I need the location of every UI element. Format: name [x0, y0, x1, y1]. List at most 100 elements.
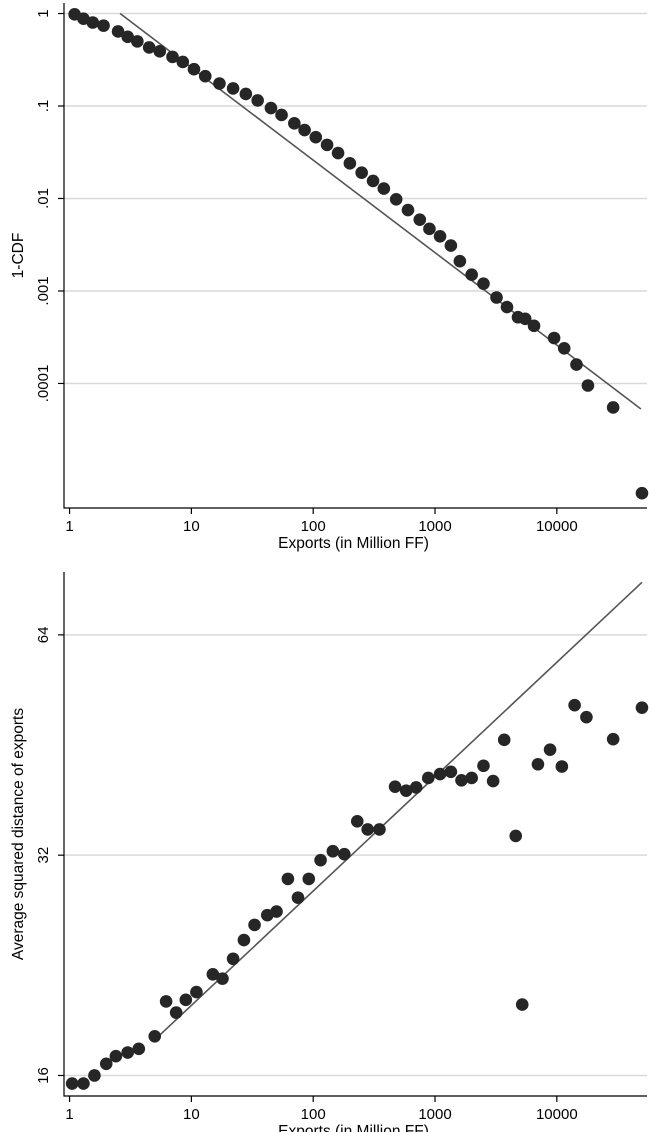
survival-chart-y-tick-label: .001 — [35, 276, 52, 305]
survival-chart-x-tick-label: 100 — [301, 518, 326, 535]
distance-chart-point — [444, 765, 458, 779]
survival-chart-point — [433, 230, 447, 243]
survival-chart-point — [251, 94, 264, 107]
survival-chart-point — [111, 25, 125, 38]
distance-chart-point — [109, 1049, 123, 1063]
distance-chart-point — [337, 847, 351, 861]
distance-chart-point — [543, 743, 557, 756]
distance-chart-y-tick-label: 32 — [35, 847, 52, 864]
survival-chart-x-tick-label: 1 — [65, 518, 73, 535]
survival-chart-y-ticks: 1 .1 .01 .001 .0001 — [35, 9, 64, 402]
survival-chart-point — [453, 254, 467, 268]
survival-chart-point — [97, 19, 110, 32]
distance-chart-point — [159, 995, 173, 1008]
survival-chart-point — [490, 291, 503, 304]
survival-chart-point — [343, 157, 357, 170]
survival-chart-points — [68, 8, 649, 500]
distance-chart-point — [179, 993, 193, 1007]
distance-chart-point — [291, 891, 305, 904]
survival-chart-point — [557, 341, 571, 355]
distance-chart-point — [226, 952, 240, 966]
survival-chart-x-ticks: 1 10 100 1000 10000 — [65, 508, 578, 535]
survival-chart-point — [153, 45, 167, 58]
distance-chart-point — [433, 767, 447, 781]
distance-chart-point — [421, 771, 435, 785]
distance-chart-x-tick-label: 10000 — [536, 1106, 578, 1123]
survival-chart-point — [121, 30, 134, 44]
distance-chart-fit-line — [154, 581, 643, 1041]
survival-chart-point — [198, 69, 212, 83]
distance-chart-y-ticks: 16 32 64 — [35, 627, 64, 1084]
distance-chart-y-tick-label: 64 — [35, 627, 52, 644]
survival-chart-point — [635, 486, 649, 500]
distance-chart-point — [509, 829, 523, 843]
survival-chart-point — [355, 166, 368, 180]
distance-chart-x-axis-label: Exports (in Million FF) — [278, 1123, 429, 1132]
survival-chart-y-tick-label: .1 — [35, 100, 52, 113]
survival-chart-point — [581, 379, 595, 392]
distance-chart-panel: 1 10 100 1000 10000 16 32 64 Exports (in Milli… — [10, 572, 649, 1132]
distance-chart-point — [409, 781, 423, 794]
distance-chart-point — [531, 757, 545, 771]
survival-chart-point — [500, 300, 514, 314]
distance-chart-point — [169, 1006, 183, 1019]
survival-chart-point — [275, 108, 288, 122]
survival-chart-point — [389, 193, 403, 206]
survival-chart-y-tick-label: .01 — [35, 188, 52, 209]
survival-chart-y-tick-label: .0001 — [35, 365, 52, 403]
distance-chart-point — [399, 784, 413, 797]
survival-chart-point — [213, 77, 226, 90]
distance-chart-point — [148, 1029, 162, 1043]
distance-chart-point — [388, 780, 402, 793]
distance-chart-point — [77, 1077, 90, 1090]
survival-chart-point — [606, 401, 620, 414]
distance-chart-point — [237, 933, 251, 947]
distance-chart-point — [606, 732, 620, 746]
survival-chart-point — [444, 239, 458, 252]
distance-chart-point — [635, 701, 649, 714]
distance-chart-point — [132, 1042, 146, 1056]
distance-chart-point — [497, 733, 511, 747]
survival-chart-point — [142, 41, 156, 54]
survival-chart-point — [377, 182, 391, 195]
distance-chart-point — [216, 972, 229, 985]
distance-chart-point — [65, 1077, 79, 1090]
survival-chart-point — [309, 130, 323, 144]
survival-chart-point — [547, 331, 561, 345]
distance-chart-y-axis-label: Average squared distance of exports — [10, 708, 27, 960]
survival-chart-gridlines — [64, 12, 647, 385]
distance-chart-point — [515, 998, 529, 1011]
survival-chart-point — [366, 174, 380, 188]
survival-chart-point — [264, 101, 278, 115]
distance-chart-point — [465, 771, 478, 785]
survival-chart-point — [331, 146, 345, 160]
survival-chart-point — [187, 62, 201, 76]
distance-chart-axes — [63, 572, 647, 1097]
distance-chart-x-tick-label: 10 — [183, 1106, 200, 1123]
distance-chart-point — [206, 967, 220, 981]
survival-chart-point — [298, 123, 311, 137]
distance-chart-point — [270, 905, 283, 918]
survival-chart-panel: 1 10 100 1000 10000 1 .1 .01 .001 .0001 Exports … — [10, 3, 649, 552]
distance-chart-point — [326, 844, 340, 858]
distance-chart-point — [486, 774, 500, 788]
distance-chart-point — [477, 759, 490, 773]
survival-chart-point — [86, 16, 100, 29]
survival-chart-point — [527, 319, 541, 333]
survival-chart-point — [131, 35, 144, 48]
survival-chart-point — [176, 55, 190, 69]
distance-chart-point — [580, 710, 593, 724]
distance-chart-point — [190, 985, 203, 999]
survival-chart-y-tick-label: 1 — [35, 9, 52, 17]
distance-chart-x-tick-label: 1 — [65, 1106, 73, 1123]
survival-chart-point — [413, 213, 427, 226]
distance-chart-point — [455, 774, 468, 787]
survival-chart-y-axis-label: 1-CDF — [10, 233, 27, 279]
distance-chart-x-ticks: 1 10 100 1000 10000 — [65, 1096, 578, 1123]
survival-chart-x-axis-label: Exports (in Million FF) — [278, 535, 429, 552]
distance-chart-x-tick-label: 100 — [301, 1106, 326, 1123]
survival-chart-point — [226, 82, 240, 95]
survival-chart-point — [166, 50, 179, 64]
distance-chart-point — [350, 814, 364, 828]
